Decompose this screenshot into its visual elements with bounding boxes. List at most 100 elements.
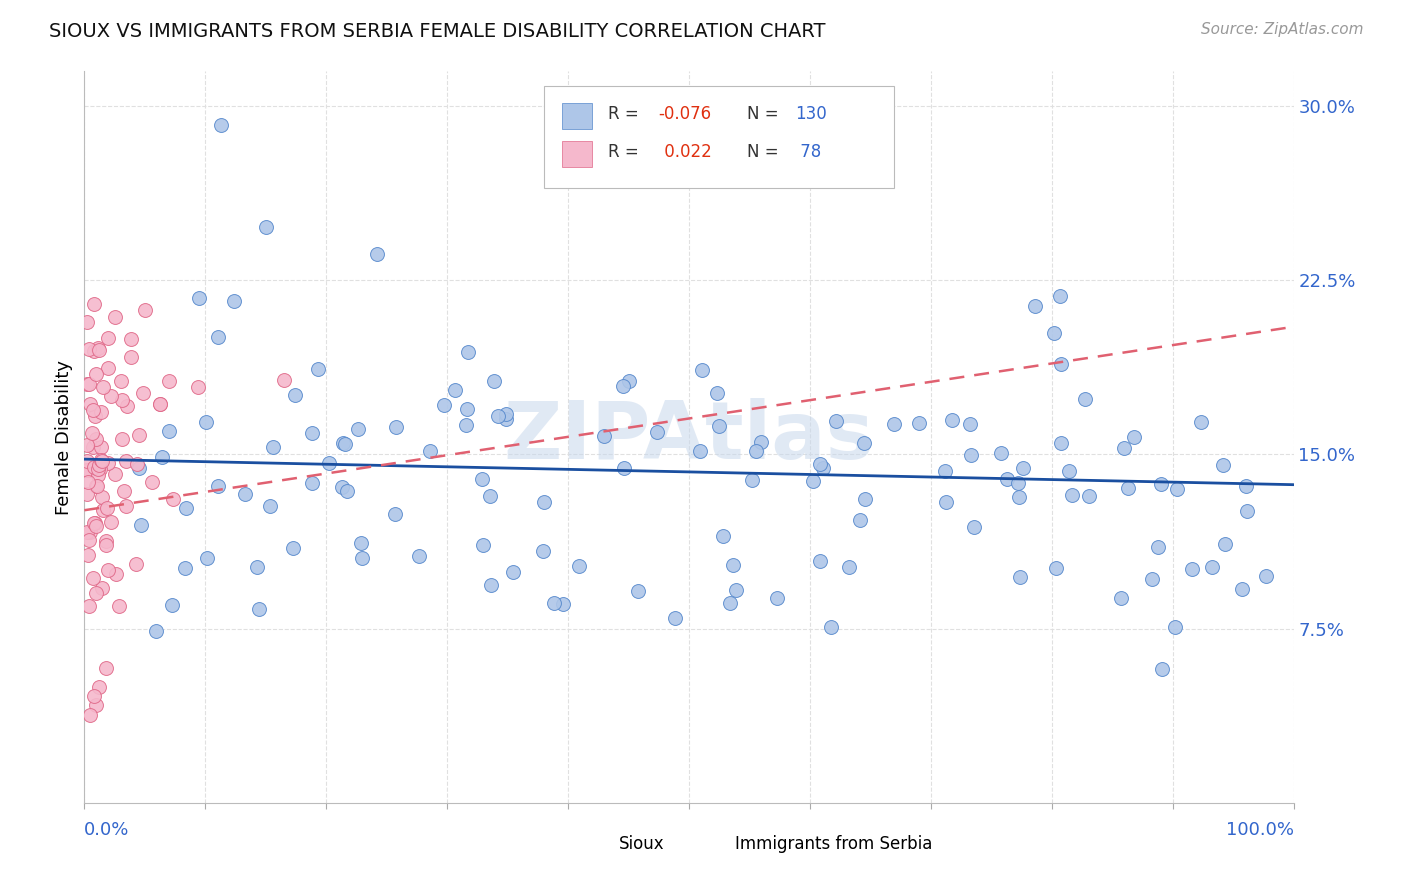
Point (115, 499, 138, 513)
Point (87, 341, 110, 355)
Point (336, 484, 359, 499)
Point (495, 407, 517, 421)
Point (471, 472, 494, 486)
Point (97, 360, 120, 375)
Point (115, 454, 138, 468)
FancyBboxPatch shape (562, 103, 592, 129)
Point (471, 538, 494, 552)
FancyBboxPatch shape (544, 86, 894, 188)
Point (83, 516, 105, 530)
Point (82, 571, 104, 585)
Text: SIOUX VS IMMIGRANTS FROM SERBIA FEMALE DISABILITY CORRELATION CHART: SIOUX VS IMMIGRANTS FROM SERBIA FEMALE D… (49, 22, 825, 41)
Point (1008, 570, 1031, 584)
Point (419, 443, 441, 458)
Point (718, 596, 741, 610)
Point (962, 520, 984, 534)
Point (87, 680, 110, 694)
Text: Immigrants from Serbia: Immigrants from Serbia (735, 836, 932, 854)
Point (907, 416, 929, 430)
Point (84, 368, 107, 382)
Point (91, 502, 114, 516)
Point (883, 417, 905, 432)
Point (284, 388, 307, 402)
Point (1045, 561, 1067, 575)
Point (934, 464, 956, 478)
Point (104, 310, 127, 324)
Point (333, 437, 356, 451)
Point (1008, 491, 1031, 505)
Text: 0.022: 0.022 (659, 143, 711, 161)
Text: 78: 78 (796, 143, 821, 161)
Point (97, 457, 120, 471)
Text: Sioux: Sioux (619, 836, 665, 854)
Point (495, 412, 517, 426)
Point (77, 343, 100, 357)
Point (457, 344, 479, 359)
Point (745, 444, 768, 458)
Point (543, 596, 565, 610)
Point (91, 581, 114, 595)
Text: 100.0%: 100.0% (1226, 821, 1294, 839)
Text: R =: R = (607, 143, 644, 161)
Point (79, 376, 101, 391)
Point (77, 463, 100, 477)
Point (87, 468, 110, 483)
Point (852, 435, 875, 450)
Text: ZIPAtlas: ZIPAtlas (503, 398, 875, 476)
Point (1236, 479, 1258, 493)
Point (90, 405, 112, 419)
Point (330, 480, 353, 494)
Point (110, 375, 132, 389)
Point (531, 544, 554, 558)
Point (724, 582, 747, 597)
Point (259, 500, 281, 514)
Point (96, 538, 118, 552)
Point (104, 567, 127, 582)
Point (617, 374, 640, 388)
Point (111, 432, 134, 446)
Point (112, 483, 135, 498)
Point (120, 332, 142, 346)
Point (90, 453, 112, 467)
Point (749, 434, 772, 449)
Point (76, 316, 98, 330)
Point (128, 427, 150, 442)
Point (1043, 326, 1066, 340)
Point (1116, 481, 1139, 495)
Point (384, 507, 406, 521)
Point (1166, 482, 1188, 496)
Point (706, 385, 728, 400)
Point (613, 461, 636, 475)
Point (995, 472, 1018, 486)
Point (134, 302, 156, 317)
Point (97, 331, 120, 345)
Point (246, 560, 269, 574)
Point (157, 374, 180, 388)
Point (1049, 289, 1071, 303)
Point (810, 554, 832, 568)
Point (853, 491, 876, 506)
Point (83, 344, 105, 359)
Point (115, 400, 138, 414)
Point (76, 524, 98, 539)
Point (94, 661, 117, 675)
Point (1256, 568, 1278, 582)
FancyBboxPatch shape (703, 832, 730, 858)
Point (262, 440, 284, 454)
Point (82, 403, 104, 417)
Point (94, 534, 117, 549)
Point (108, 599, 131, 613)
Point (83, 296, 105, 310)
Point (90, 441, 112, 455)
Point (384, 420, 406, 434)
Point (132, 386, 155, 401)
Point (209, 118, 232, 132)
Point (479, 578, 502, 592)
Point (86, 462, 108, 476)
Point (254, 219, 277, 234)
Point (433, 398, 456, 412)
Point (76, 548, 98, 562)
Point (1024, 299, 1046, 313)
Point (959, 448, 981, 462)
Point (87, 458, 110, 473)
